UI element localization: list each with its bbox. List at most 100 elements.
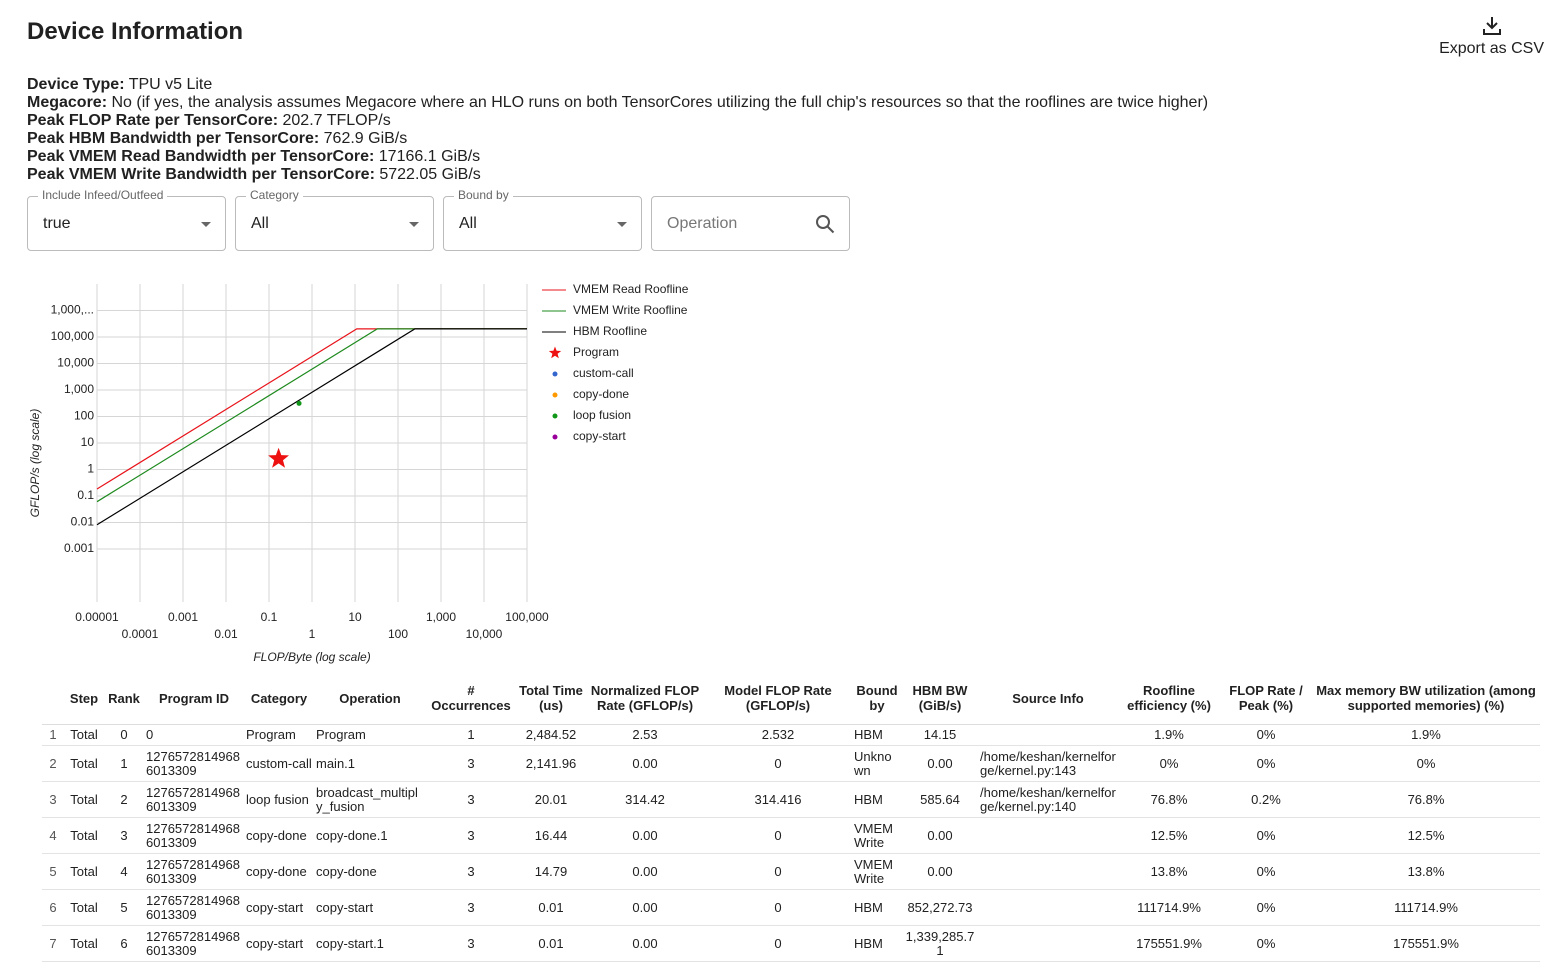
row-index: 1 xyxy=(42,724,64,746)
table-cell: 175551.9% xyxy=(1312,925,1540,962)
export-button[interactable]: Export as CSV xyxy=(1439,14,1544,58)
info-row: Device Type: TPU v5 Lite xyxy=(27,76,1208,94)
table-cell: copy-done xyxy=(244,853,314,890)
x-tick-label: 0.001 xyxy=(168,610,198,624)
table-cell: 3 xyxy=(426,889,516,926)
filter-select[interactable]: Bound by All xyxy=(443,188,642,251)
table-cell: 0% xyxy=(1220,817,1312,854)
header-cell: Operation xyxy=(314,672,426,725)
table-cell: 0.00 xyxy=(586,817,704,854)
header-cell: Source Info xyxy=(978,672,1118,725)
table-row: 4 Total 3 12765728149686013309 copy-done copy… xyxy=(42,817,1540,854)
info-value: TPU v5 Lite xyxy=(128,76,213,93)
table-cell: 3 xyxy=(426,853,516,890)
info-value: 17166.1 GiB/s xyxy=(378,148,481,165)
roofline xyxy=(96,328,527,526)
table-cell: 12.5% xyxy=(1312,817,1540,854)
x-tick-label: 0.1 xyxy=(261,610,278,624)
info-label: Megacore: xyxy=(27,94,108,111)
header-cell: HBM BW (GiB/s) xyxy=(902,672,978,725)
header-cell: # Occurrences xyxy=(426,672,516,725)
table-cell: 0 xyxy=(704,889,852,926)
info-label: Peak FLOP Rate per TensorCore: xyxy=(27,112,279,129)
table-cell: copy-start xyxy=(244,889,314,926)
table-cell: 13.8% xyxy=(1118,853,1220,890)
legend-swatch xyxy=(552,392,558,398)
info-row: Peak VMEM Read Bandwidth per TensorCore:… xyxy=(27,148,1208,166)
y-tick-label: 1 xyxy=(87,462,94,476)
download-icon xyxy=(1482,17,1501,35)
table-cell xyxy=(978,853,1118,890)
table-cell: 12765728149686013309 xyxy=(144,925,244,962)
y-tick-label: 100,000 xyxy=(51,329,95,343)
table-cell: HBM xyxy=(852,781,902,818)
dropdown-arrow xyxy=(409,222,419,227)
table-cell: 16.44 xyxy=(516,817,586,854)
table-cell: 1.9% xyxy=(1312,724,1540,746)
info-label: Peak HBM Bandwidth per TensorCore: xyxy=(27,130,320,147)
table-cell: 314.42 xyxy=(586,781,704,818)
legend-swatch xyxy=(552,413,558,419)
legend-label: VMEM Read Roofline xyxy=(573,282,689,296)
table-cell: 0 xyxy=(144,724,244,746)
row-index: 3 xyxy=(42,781,64,818)
row-index: 4 xyxy=(42,817,64,854)
header-cell: FLOP Rate / Peak (%) xyxy=(1220,672,1312,725)
table-cell: copy-start xyxy=(314,889,426,926)
info-row: Peak VMEM Write Bandwidth per TensorCore… xyxy=(27,166,1208,184)
legend-swatch xyxy=(552,434,558,440)
y-tick-label: 1,000 xyxy=(64,382,94,396)
table-cell: 111714.9% xyxy=(1118,889,1220,926)
legend-label: HBM Roofline xyxy=(573,324,647,338)
y-tick-label: 10 xyxy=(81,435,95,449)
table-cell: 852,272.73 xyxy=(902,889,978,926)
header-cell: Model FLOP Rate (GFLOP/s) xyxy=(704,672,852,725)
y-tick-label: 0.001 xyxy=(64,541,94,555)
x-tick-label: 100,000 xyxy=(505,610,549,624)
table-cell: 3 xyxy=(104,817,144,854)
table-cell: 1 xyxy=(104,745,144,782)
filter-select[interactable]: Category All xyxy=(235,188,434,251)
table-cell xyxy=(978,889,1118,926)
table-cell: 76.8% xyxy=(1118,781,1220,818)
table-cell: 314.416 xyxy=(704,781,852,818)
table-cell: 1 xyxy=(426,724,516,746)
filter-label: Include Infeed/Outfeed xyxy=(38,188,168,202)
table-cell: 0.01 xyxy=(516,889,586,926)
info-label: Peak VMEM Write Bandwidth per TensorCore… xyxy=(27,166,375,183)
header-cell: Max memory BW utilization (among support… xyxy=(1312,672,1540,725)
table-cell: Total xyxy=(64,781,104,818)
info-label: Peak VMEM Read Bandwidth per TensorCore: xyxy=(27,148,375,165)
table-cell: 3 xyxy=(426,925,516,962)
legend-label: Program xyxy=(573,345,619,359)
table-cell: 3 xyxy=(426,781,516,818)
table-cell: 0% xyxy=(1220,853,1312,890)
info-value: 202.7 TFLOP/s xyxy=(282,112,391,129)
search-icon xyxy=(816,215,835,234)
legend-swatch xyxy=(552,371,558,377)
search-field[interactable]: Operation xyxy=(651,196,850,251)
table-cell: 585.64 xyxy=(902,781,978,818)
table-cell: 12765728149686013309 xyxy=(144,889,244,926)
x-tick-label: 1,000 xyxy=(426,610,456,624)
table-cell: 20.01 xyxy=(516,781,586,818)
table-cell: 2.53 xyxy=(586,724,704,746)
filter-label: Bound by xyxy=(454,188,513,202)
table-cell: 3 xyxy=(426,817,516,854)
header-cell: Category xyxy=(244,672,314,725)
table-cell: copy-done xyxy=(314,853,426,890)
filter-label: Category xyxy=(246,188,303,202)
y-tick-label: 0.1 xyxy=(77,488,94,502)
table-cell: 0.00 xyxy=(902,853,978,890)
header-cell: Normalized FLOP Rate (GFLOP/s) xyxy=(586,672,704,725)
table-cell: 12765728149686013309 xyxy=(144,781,244,818)
table-cell: 0% xyxy=(1220,745,1312,782)
table-cell: HBM xyxy=(852,889,902,926)
table-cell xyxy=(978,724,1118,746)
filter-select[interactable]: Include Infeed/Outfeed true xyxy=(27,188,226,251)
y-tick-label: 100 xyxy=(74,409,94,423)
table-cell: broadcast_multiply_fusion xyxy=(314,781,426,818)
table-row: 1 Total 0 0 Program Program 1 2,484.52 2.53 2.532… xyxy=(42,724,1540,746)
table-cell: 5 xyxy=(104,889,144,926)
